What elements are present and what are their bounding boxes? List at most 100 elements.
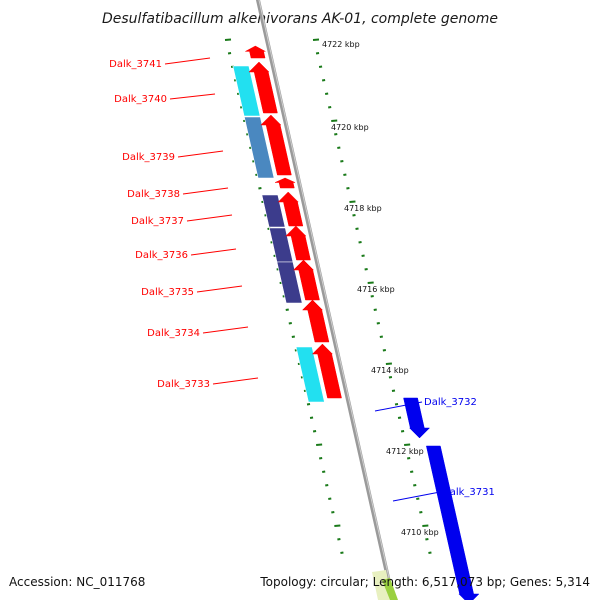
tick-mark bbox=[428, 551, 432, 554]
gene-label-dalk-3734[interactable]: Dalk_3734 bbox=[147, 328, 200, 339]
leader-line bbox=[164, 57, 211, 65]
cog-block-dalk-3733 bbox=[295, 346, 325, 403]
tick-mark bbox=[394, 403, 399, 406]
cds-arrow-dalk-3738[interactable] bbox=[274, 177, 296, 189]
gene-label-dalk-3732[interactable]: Dalk_3732 bbox=[424, 397, 477, 408]
cds-arrow-dalk-3740[interactable] bbox=[248, 61, 278, 114]
tick-mark bbox=[309, 416, 314, 419]
cds-arrow-dalk-3731[interactable] bbox=[426, 445, 480, 600]
tick-mark bbox=[306, 403, 311, 406]
cds-arrow-dalk-3739[interactable] bbox=[260, 114, 292, 176]
tick-mark bbox=[379, 335, 383, 338]
kbp-label: 4722 kbp bbox=[322, 40, 360, 49]
cog-block-dalk-3740 bbox=[232, 65, 261, 117]
gene-labels: Dalk_3741 Dalk_3740 Dalk_3739 Dalk_3738 … bbox=[109, 57, 495, 502]
leader-line bbox=[374, 401, 423, 412]
leader-line bbox=[177, 150, 224, 158]
tick-mark bbox=[288, 322, 292, 325]
gene-label-dalk-3735[interactable]: Dalk_3735 bbox=[141, 287, 194, 298]
gene-label-dalk-3731[interactable]: Dalk_3731 bbox=[442, 487, 495, 498]
leader-line bbox=[212, 377, 259, 385]
tick-mark bbox=[364, 268, 368, 271]
cog-track bbox=[232, 65, 398, 600]
tick-mark bbox=[316, 443, 323, 446]
leader-line bbox=[392, 491, 441, 502]
tick-mark bbox=[334, 133, 338, 136]
tick-mark bbox=[413, 484, 417, 487]
tick-mark bbox=[382, 349, 387, 352]
cog-block-dalk-3739 bbox=[243, 116, 275, 179]
tick-mark bbox=[419, 511, 423, 514]
tick-mark bbox=[331, 119, 338, 122]
kbp-label: 4716 kbp bbox=[357, 285, 395, 294]
tick-mark bbox=[227, 52, 232, 55]
accession-label: Accession: NC_011768 bbox=[9, 575, 145, 589]
leader-line bbox=[190, 248, 237, 256]
kbp-label: 4718 kbp bbox=[344, 204, 382, 213]
leader-line bbox=[196, 285, 243, 293]
tick-mark bbox=[322, 470, 326, 473]
tick-mark bbox=[400, 430, 405, 433]
tick-mark bbox=[337, 146, 341, 149]
tick-mark bbox=[367, 281, 374, 284]
tick-mark bbox=[346, 187, 350, 190]
backbone-highlight bbox=[258, 0, 395, 600]
tick-mark bbox=[328, 497, 332, 500]
tick-mark bbox=[397, 416, 402, 419]
cds-arrow-dalk-3734[interactable] bbox=[301, 299, 330, 343]
gene-label-dalk-3740[interactable]: Dalk_3740 bbox=[114, 94, 167, 105]
leader-line bbox=[202, 326, 249, 334]
tick-mark bbox=[340, 551, 344, 554]
leader-line bbox=[186, 214, 233, 222]
leader-line bbox=[182, 187, 229, 195]
cds-arrow-dalk-3733[interactable] bbox=[311, 343, 342, 399]
tick-mark bbox=[328, 106, 332, 109]
tick-mark bbox=[416, 497, 420, 500]
tick-mark bbox=[385, 362, 392, 365]
tick-mark bbox=[334, 524, 341, 527]
backbone-line bbox=[255, 0, 396, 600]
tick-mark bbox=[224, 38, 232, 41]
tick-mark bbox=[349, 200, 356, 203]
gene-label-dalk-3739[interactable]: Dalk_3739 bbox=[122, 152, 175, 163]
tick-mark bbox=[388, 376, 393, 379]
gene-label-dalk-3738[interactable]: Dalk_3738 bbox=[127, 189, 180, 200]
kbp-label: 4710 kbp bbox=[401, 528, 439, 537]
tick-mark bbox=[410, 470, 414, 473]
tick-mark bbox=[318, 65, 323, 68]
tick-mark bbox=[258, 187, 262, 190]
tick-mark bbox=[391, 389, 396, 392]
tick-mark bbox=[318, 457, 323, 460]
genome-summary: Topology: circular; Length: 6,517,073 bp… bbox=[259, 575, 590, 589]
cds-arrow-dalk-3741[interactable] bbox=[245, 45, 266, 59]
tick-mark bbox=[358, 241, 362, 244]
cog-block-dalk-3735 bbox=[276, 261, 303, 304]
genome-backbone bbox=[255, 0, 396, 600]
tick-mark bbox=[312, 430, 317, 433]
kbp-label: 4720 kbp bbox=[331, 123, 369, 132]
leader-line bbox=[169, 93, 216, 100]
tick-mark bbox=[312, 38, 320, 41]
gene-label-dalk-3737[interactable]: Dalk_3737 bbox=[131, 216, 184, 227]
tick-mark bbox=[315, 52, 320, 55]
gene-label-dalk-3733[interactable]: Dalk_3733 bbox=[157, 379, 210, 390]
tick-mark bbox=[352, 214, 356, 217]
tick-mark bbox=[324, 92, 329, 95]
kbp-label: 4712 kbp bbox=[386, 447, 424, 456]
kbp-labels: 4722 kbp 4720 kbp 4718 kbp 4716 kbp 4714… bbox=[322, 40, 439, 537]
offscreen-feature bbox=[382, 578, 398, 600]
gene-label-dalk-3736[interactable]: Dalk_3736 bbox=[135, 250, 188, 261]
tick-mark bbox=[376, 322, 380, 325]
tick-mark bbox=[321, 79, 326, 82]
gene-label-dalk-3741[interactable]: Dalk_3741 bbox=[109, 59, 162, 70]
kbp-label: 4714 kbp bbox=[371, 366, 409, 375]
tick-mark bbox=[406, 457, 411, 460]
tick-mark bbox=[337, 538, 341, 541]
tick-mark bbox=[425, 538, 429, 541]
tick-mark bbox=[355, 227, 359, 230]
tick-mark bbox=[422, 524, 429, 527]
tick-mark bbox=[343, 173, 347, 176]
tick-mark bbox=[340, 160, 344, 163]
tick-mark bbox=[285, 308, 289, 311]
